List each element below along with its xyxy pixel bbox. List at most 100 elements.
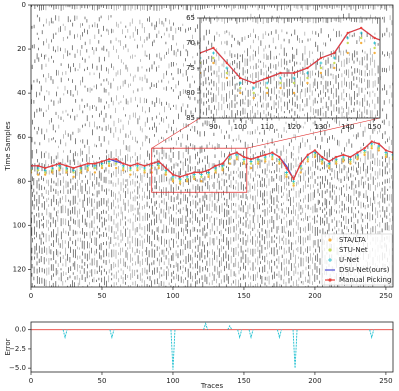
picking-point: [200, 171, 203, 174]
picking-point: [292, 177, 295, 181]
seismic-trace: [50, 5, 53, 287]
legend: STA/LTA STU-Net U-Net DSU-Net(ours) Manual P…: [321, 233, 393, 286]
picking-point: [118, 47, 121, 50]
x-tick-label: 100: [166, 292, 179, 300]
picking-point: [242, 162, 246, 165]
seismic-trace: [366, 18, 369, 118]
seismic-trace: [158, 5, 161, 287]
picking-point: [306, 66, 309, 70]
picking-point: [387, 62, 389, 64]
picking-point: [185, 175, 189, 179]
picking-point: [327, 160, 331, 163]
picking-point: [185, 173, 189, 176]
seismic-trace: [311, 18, 314, 118]
picking-point: [72, 171, 75, 174]
picking-point: [239, 76, 242, 80]
seismic-trace: [153, 5, 156, 285]
inset-plot: [24, 18, 389, 118]
picking-point: [384, 149, 388, 152]
seismic-trace: [364, 18, 366, 118]
seismic-trace: [43, 5, 45, 286]
picking-point: [136, 166, 139, 170]
picking-point: [93, 164, 97, 168]
seismic-trace: [146, 5, 149, 287]
picking-point: [143, 166, 147, 170]
seismic-trace: [207, 18, 210, 118]
picking-point: [51, 72, 53, 74]
picking-point: [320, 160, 324, 163]
x-tick-label: 100: [166, 377, 179, 385]
picking-point: [37, 62, 40, 65]
seismic-trace: [131, 5, 134, 286]
seismic-trace: [254, 18, 257, 118]
picking-point: [319, 71, 323, 75]
picking-point: [249, 162, 253, 165]
picking-point: [363, 151, 366, 154]
picking-point: [129, 173, 132, 176]
picking-point: [214, 171, 217, 174]
picking-point: [278, 160, 281, 163]
picking-point: [171, 177, 175, 181]
picking-point: [78, 52, 80, 54]
picking-point: [100, 160, 104, 163]
picking-point: [43, 166, 47, 170]
picking-point: [278, 162, 281, 165]
picking-point: [256, 162, 260, 165]
picking-point: [384, 155, 388, 159]
picking-point: [320, 155, 324, 159]
picking-point: [43, 173, 47, 176]
zoom-connector: [246, 117, 381, 149]
picking-point: [346, 41, 349, 45]
picking-point: [332, 56, 336, 60]
legend-label: STU-Net: [339, 246, 368, 254]
seismic-trace: [205, 18, 207, 116]
seismic-trace: [143, 5, 146, 287]
picking-point: [373, 51, 376, 55]
picking-point: [359, 26, 363, 30]
picking-point: [377, 149, 381, 152]
picking-point: [145, 57, 148, 60]
picking-point: [320, 162, 324, 165]
legend-box: [321, 233, 393, 286]
seismic-trace: [141, 5, 144, 287]
picking-point: [256, 155, 260, 159]
picking-point: [225, 66, 229, 70]
picking-point: [105, 47, 107, 49]
picking-point: [252, 81, 255, 85]
picking-point: [24, 62, 26, 64]
seismic-trace: [239, 18, 241, 116]
seismic-trace: [52, 5, 55, 287]
y-tick-label: 80: [186, 89, 195, 97]
picking-point: [333, 66, 336, 70]
picking-point: [242, 160, 246, 163]
seismic-trace: [234, 18, 236, 118]
axes-frame: [30, 321, 394, 373]
picking-point: [327, 162, 331, 166]
picking-point: [319, 66, 323, 70]
picking-point: [265, 86, 269, 90]
picking-point: [58, 166, 61, 170]
picking-point: [370, 140, 373, 143]
picking-point: [107, 158, 111, 161]
legend-label: Manual Picking: [339, 276, 391, 284]
seismic-trace: [47, 5, 50, 287]
seismic-trace: [228, 18, 231, 118]
picking-point: [252, 91, 255, 95]
picking-point: [200, 180, 203, 183]
picking-point: [64, 62, 67, 65]
picking-point: [24, 67, 26, 69]
picking-point: [50, 166, 54, 170]
seismic-trace: [117, 5, 120, 287]
picking-point: [292, 182, 295, 185]
legend-label: U-Net: [339, 256, 359, 264]
picking-point: [207, 173, 210, 176]
picking-point: [384, 151, 388, 155]
seismic-trace: [244, 18, 246, 118]
x-tick-label: 150: [237, 377, 250, 385]
y-tick-label: 0.0: [15, 326, 26, 334]
seismic-trace: [335, 18, 338, 118]
picking-point: [320, 157, 324, 161]
picking-point: [249, 159, 253, 163]
picking-point: [359, 36, 363, 40]
picking-point: [58, 162, 61, 165]
